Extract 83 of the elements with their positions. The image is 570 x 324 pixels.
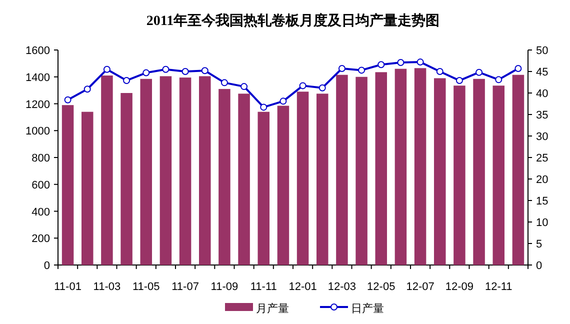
point [436,68,444,75]
bar [199,76,211,265]
x-tick-label: 12-09 [445,281,474,293]
y2-tick-label: 0 [536,260,542,272]
y2-tick-label: 25 [536,152,548,164]
y-tick-label: 600 [32,179,50,192]
x-tick-label: 11-05 [132,281,160,293]
point [456,77,463,84]
bar [82,112,94,265]
point [416,58,424,66]
point [299,82,306,90]
bar [434,78,446,265]
bar [414,68,426,265]
bar [296,92,309,265]
x-tick-label: 12-07 [406,281,434,293]
bar [336,74,348,265]
y-tick-label: 1400 [26,72,50,84]
point [103,66,110,73]
point [123,77,130,84]
y-tick-label: 0 [44,260,50,272]
x-tick-label: 12-11 [484,281,512,293]
x-tick-label: 11-09 [210,281,238,293]
bar [101,76,113,265]
point [514,64,522,72]
point [260,104,268,111]
point [358,66,366,74]
point [378,61,385,68]
bar [512,74,524,265]
point [64,96,72,104]
point [476,68,483,76]
y-tick-label: 1600 [26,45,50,57]
y2-tick-label: 50 [536,45,548,57]
point [495,76,502,84]
y2-tick-label: 40 [536,88,548,100]
point [142,69,150,76]
y-tick-label: 1000 [26,126,50,138]
point [84,86,91,93]
legend-label: 月产量 [256,302,289,315]
y2-tick-label: 30 [536,131,548,143]
bar [160,76,172,265]
bar [454,86,466,265]
x-tick-label: 12-03 [328,281,356,293]
chart-title: 2011年至今我国热轧卷板月度及日均产量走势图 [146,12,440,29]
bar [394,68,407,265]
bar [140,78,152,265]
point [162,66,170,73]
y2-tick-label: 20 [536,174,548,186]
bar [258,112,270,265]
bar [179,78,192,265]
bar [492,86,504,265]
x-tick-label: 12-01 [288,281,317,293]
bar [473,78,485,265]
bar [356,76,368,265]
bar [218,88,230,265]
x-tick-label: 12-05 [367,281,396,293]
bar [120,93,132,265]
x-tick-label: 11-03 [93,281,121,293]
x-tick-label: 11-11 [250,281,277,293]
point [220,79,228,86]
bar [316,94,328,265]
bar [238,94,250,265]
y2-tick-label: 35 [536,110,548,122]
point [280,98,287,105]
y2-tick-label: 45 [536,66,548,78]
point [338,64,346,72]
point [240,83,248,90]
y-tick-label: 1200 [26,98,50,111]
y-tick-label: 200 [32,233,50,246]
legend-label: 日产量 [351,302,384,315]
bar [375,72,387,265]
point [318,84,326,92]
bar [277,106,290,265]
y2-tick-label: 15 [536,196,548,208]
x-tick-label: 11-07 [172,281,199,293]
point [201,67,208,74]
point [182,68,189,75]
y-tick-label: 400 [32,206,50,218]
y-tick-label: 800 [32,152,50,164]
bar [62,105,74,265]
y2-tick-label: 5 [536,238,542,250]
y2-tick-label: 10 [536,217,548,229]
point [397,58,404,66]
x-tick-label: 11-01 [54,281,82,293]
